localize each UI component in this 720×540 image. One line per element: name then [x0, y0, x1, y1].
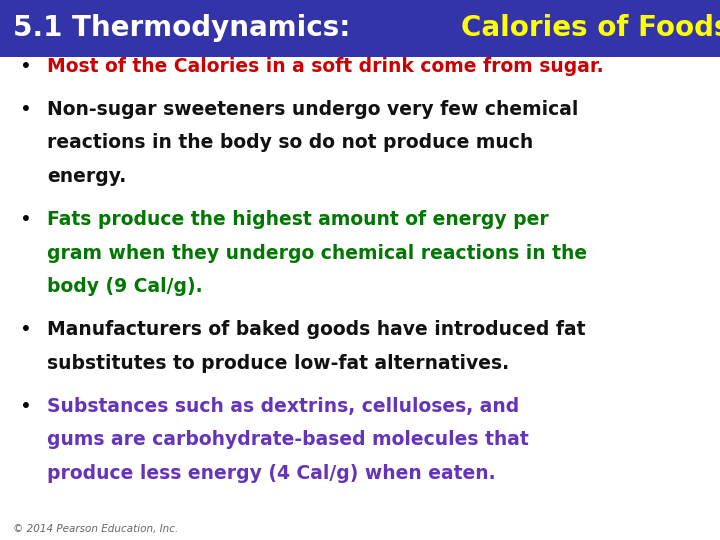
Text: •: •	[20, 210, 32, 229]
Text: body (9 Cal/g).: body (9 Cal/g).	[47, 277, 202, 296]
Text: © 2014 Pearson Education, Inc.: © 2014 Pearson Education, Inc.	[13, 523, 179, 534]
Text: Manufacturers of baked goods have introduced fat: Manufacturers of baked goods have introd…	[47, 320, 585, 339]
Text: Fats produce the highest amount of energy per: Fats produce the highest amount of energ…	[47, 210, 549, 229]
Text: •: •	[20, 100, 32, 119]
Text: substitutes to produce low-fat alternatives.: substitutes to produce low-fat alternati…	[47, 354, 509, 373]
Text: reactions in the body so do not produce much: reactions in the body so do not produce …	[47, 133, 533, 152]
Text: •: •	[20, 397, 32, 416]
Text: Most of the Calories in a soft drink come from sugar.: Most of the Calories in a soft drink com…	[47, 57, 603, 76]
Text: energy.: energy.	[47, 167, 126, 186]
Text: Substances such as dextrins, celluloses, and: Substances such as dextrins, celluloses,…	[47, 397, 519, 416]
Text: •: •	[20, 57, 32, 76]
Text: Non-sugar sweeteners undergo very few chemical: Non-sugar sweeteners undergo very few ch…	[47, 100, 578, 119]
Text: •: •	[20, 320, 32, 339]
Text: Calories of Foods: Calories of Foods	[461, 15, 720, 42]
Text: gram when they undergo chemical reactions in the: gram when they undergo chemical reaction…	[47, 244, 587, 262]
Text: gums are carbohydrate-based molecules that: gums are carbohydrate-based molecules th…	[47, 430, 528, 449]
Text: produce less energy (4 Cal/g) when eaten.: produce less energy (4 Cal/g) when eaten…	[47, 464, 495, 483]
Bar	[0, 0, 720, 57]
Text: 5.1 Thermodynamics:: 5.1 Thermodynamics:	[13, 15, 360, 42]
